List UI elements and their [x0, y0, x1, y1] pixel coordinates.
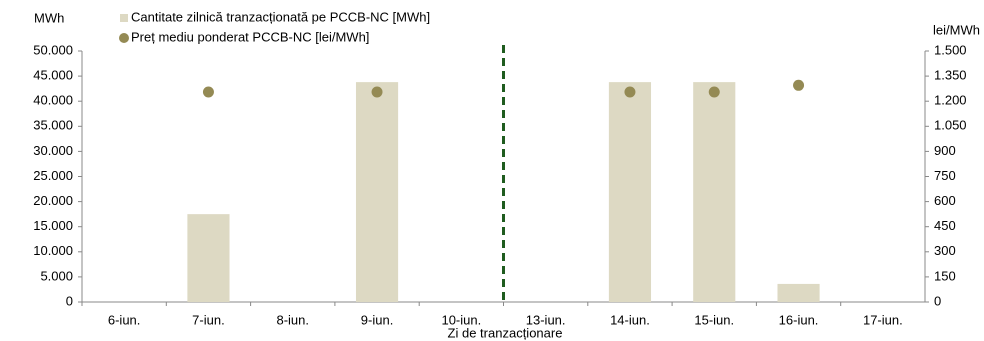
y-tick-label: 45.000: [33, 68, 73, 83]
x-tick-label: 7-iun.: [192, 312, 225, 327]
legend-label: Cantitate zilnică tranzacționată pe PCCB…: [131, 9, 430, 24]
price-point: [624, 86, 636, 98]
price-point: [708, 86, 720, 98]
x-axis-title: Zi de tranzacționare: [448, 325, 563, 340]
y2-tick-label: 1.500: [934, 42, 967, 57]
y2-tick-label: 1.050: [934, 118, 967, 133]
x-tick-label: 9-iun.: [361, 312, 394, 327]
y-tick-label: 40.000: [33, 93, 73, 108]
y-tick-label: 10.000: [33, 243, 73, 258]
y2-tick-label: 750: [934, 168, 956, 183]
y2-tick-label: 900: [934, 143, 956, 158]
y-tick-label: 0: [66, 293, 73, 308]
bar: [187, 214, 230, 302]
y2-tick-label: 600: [934, 193, 956, 208]
y-tick-label: 35.000: [33, 118, 73, 133]
x-tick-label: 10-iun.: [441, 312, 481, 327]
price-point: [202, 86, 214, 98]
bar: [355, 82, 399, 303]
price-point: [371, 86, 383, 98]
legend-swatch: [120, 14, 128, 22]
x-tick-label: 16-iun.: [779, 312, 819, 327]
y2-tick-label: 1.350: [934, 68, 967, 83]
x-tick-label: 14-iun.: [610, 312, 650, 327]
y-tick-label: 5.000: [40, 268, 73, 283]
y-tick-label: 50.000: [33, 42, 73, 57]
bar: [777, 283, 820, 302]
y-axis-title: MWh: [34, 10, 64, 25]
y-tick-label: 20.000: [33, 193, 73, 208]
legend-swatch: [119, 33, 129, 43]
bar: [693, 82, 736, 303]
x-tick-label: 8-iun.: [276, 312, 309, 327]
y-tick-label: 15.000: [33, 218, 73, 233]
price-point: [793, 79, 805, 91]
y2-tick-label: 300: [934, 243, 956, 258]
x-tick-label: 13-iun.: [526, 312, 566, 327]
y2-axis-title: lei/MWh: [933, 22, 980, 37]
y2-tick-label: 450: [934, 218, 956, 233]
y2-tick-label: 0: [934, 293, 941, 308]
bar: [608, 82, 652, 303]
x-tick-label: 17-iun.: [863, 312, 903, 327]
y-tick-label: 30.000: [33, 143, 73, 158]
y2-tick-label: 150: [934, 268, 956, 283]
y-tick-label: 25.000: [33, 168, 73, 183]
x-tick-label: 6-iun.: [108, 312, 141, 327]
legend-label: Preț mediu ponderat PCCB-NC [lei/MWh]: [131, 29, 369, 44]
y2-tick-label: 1.200: [934, 93, 967, 108]
x-tick-label: 15-iun.: [694, 312, 734, 327]
